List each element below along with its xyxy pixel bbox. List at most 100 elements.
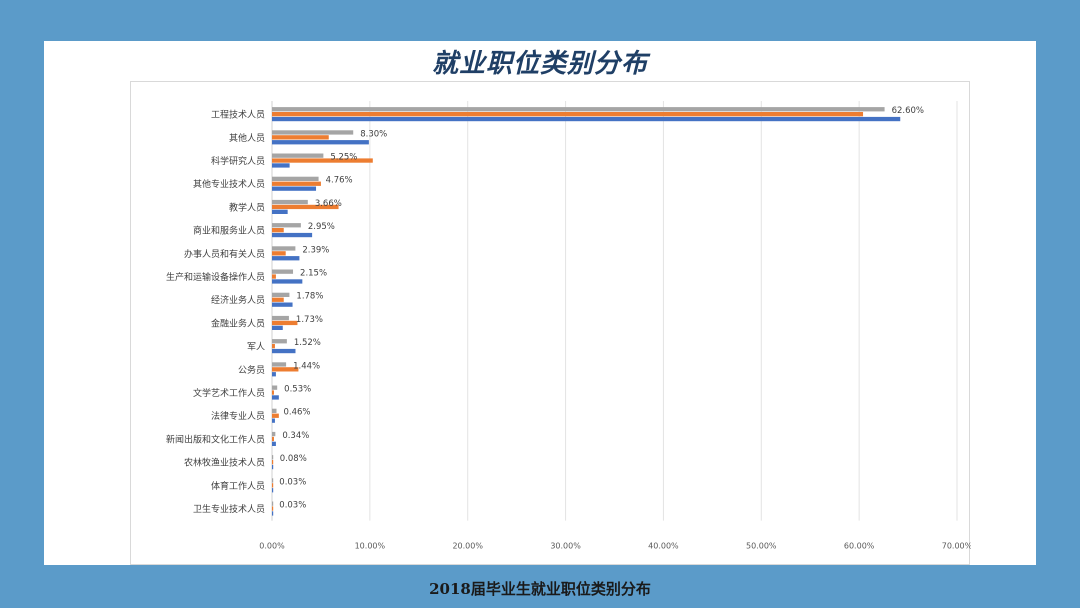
bar-graduate bbox=[272, 204, 339, 210]
x-tick-label: 50.00% bbox=[746, 542, 777, 551]
category-label: 工程技术人员 bbox=[211, 109, 265, 121]
category-label: 其他专业技术人员 bbox=[193, 178, 265, 190]
data-label: 0.46% bbox=[284, 408, 311, 418]
bar-undergraduate bbox=[272, 256, 300, 261]
bar-overall bbox=[272, 130, 354, 135]
bar-overall bbox=[272, 153, 324, 158]
category-label: 经济业务人员 bbox=[211, 294, 265, 306]
bar-overall bbox=[272, 455, 274, 460]
data-label: 0.08% bbox=[280, 454, 307, 464]
bar-graduate bbox=[272, 181, 321, 186]
bar-overall bbox=[272, 431, 276, 437]
bar-undergraduate bbox=[272, 209, 288, 214]
data-label: 5.25% bbox=[330, 153, 357, 163]
bar-overall bbox=[272, 362, 287, 367]
chart-frame: 0.00% 10.00% 20.00% 30.00% 40.00% 50.00% 60.00… bbox=[130, 81, 971, 565]
bar-graduate bbox=[272, 158, 373, 163]
bar-undergraduate bbox=[272, 140, 369, 145]
category-label: 卫生专业技术人员 bbox=[193, 503, 265, 515]
bar-graduate bbox=[272, 390, 274, 395]
bar-undergraduate bbox=[272, 163, 290, 168]
bar-graduate bbox=[272, 483, 274, 488]
data-label: 3.66% bbox=[315, 199, 342, 209]
bar-overall bbox=[272, 339, 287, 344]
category-label: 教学人员 bbox=[229, 201, 265, 213]
x-tick-label: 60.00% bbox=[844, 542, 875, 551]
chart-caption: 2018届毕业生就业职位类别分布 bbox=[429, 580, 651, 598]
bar-overall bbox=[272, 176, 319, 181]
category-label: 公务员 bbox=[238, 364, 265, 376]
category-label: 办事人员和有关人员 bbox=[184, 248, 265, 260]
bar-graduate bbox=[272, 413, 279, 418]
data-label: 1.52% bbox=[294, 338, 321, 348]
data-label: 0.03% bbox=[279, 501, 306, 511]
bar-undergraduate bbox=[272, 325, 283, 330]
bar-undergraduate bbox=[272, 395, 279, 400]
bar-undergraduate bbox=[272, 464, 274, 470]
bar-graduate bbox=[272, 367, 299, 372]
data-label: 8.30% bbox=[360, 129, 387, 139]
category-label: 生产和运输设备操作人员 bbox=[166, 271, 265, 283]
bar-graduate bbox=[272, 135, 329, 140]
data-label: 0.03% bbox=[279, 477, 306, 487]
bar-undergraduate bbox=[272, 511, 274, 516]
category-label: 商业和服务业人员 bbox=[193, 225, 265, 237]
category-label: 新闻出版和文化工作人员 bbox=[166, 433, 265, 445]
category-label: 法律专业人员 bbox=[211, 410, 265, 422]
data-label: 1.78% bbox=[296, 292, 323, 302]
category-label: 科学研究人员 bbox=[211, 155, 265, 167]
data-label: 4.76% bbox=[326, 176, 353, 186]
bar-undergraduate bbox=[272, 348, 296, 354]
category-label: 其他人员 bbox=[229, 132, 265, 144]
x-tick-label: 40.00% bbox=[648, 542, 679, 551]
bar-graduate bbox=[272, 436, 274, 442]
bar-undergraduate bbox=[272, 232, 313, 238]
bar-overall bbox=[272, 269, 294, 274]
bar-overall bbox=[272, 107, 885, 112]
bar-graduate bbox=[272, 460, 274, 465]
category-label: 体育工作人员 bbox=[211, 480, 265, 492]
slide-title: 就业职位类别分布 bbox=[431, 49, 648, 79]
bar-undergraduate bbox=[272, 302, 293, 307]
category-label: 农林牧渔业技术人员 bbox=[184, 457, 265, 469]
bar-overall bbox=[272, 292, 290, 297]
bar-undergraduate bbox=[272, 279, 303, 284]
x-tick-label: 70.00% bbox=[942, 542, 971, 551]
bar-overall bbox=[272, 199, 308, 205]
x-tick-label: 30.00% bbox=[550, 542, 581, 551]
bar-overall bbox=[272, 385, 278, 390]
bar-graduate bbox=[272, 320, 298, 326]
bar-graduate bbox=[272, 228, 284, 233]
x-tick-label: 10.00% bbox=[355, 542, 386, 551]
bar-overall bbox=[272, 223, 301, 228]
bar-undergraduate bbox=[272, 418, 275, 423]
category-label: 军人 bbox=[247, 342, 265, 353]
data-label: 0.34% bbox=[282, 431, 309, 441]
data-label: 2.39% bbox=[302, 245, 329, 255]
bar-undergraduate bbox=[272, 116, 901, 122]
bar-graduate bbox=[272, 506, 274, 511]
bar-graduate bbox=[272, 112, 864, 117]
data-label: 1.44% bbox=[293, 361, 320, 371]
bar-overall bbox=[272, 501, 274, 506]
data-label: 62.60% bbox=[892, 106, 924, 116]
category-label: 金融业务人员 bbox=[211, 317, 265, 329]
category-label: 文学艺术工作人员 bbox=[193, 387, 265, 399]
x-tick-label: 0.00% bbox=[259, 542, 285, 551]
bar-graduate bbox=[272, 344, 275, 349]
data-label: 2.95% bbox=[308, 222, 335, 232]
bar-undergraduate bbox=[272, 186, 317, 191]
data-label: 1.73% bbox=[296, 315, 323, 325]
x-tick-label: 20.00% bbox=[452, 542, 483, 551]
bar-graduate bbox=[272, 297, 284, 302]
bar-undergraduate bbox=[272, 372, 276, 377]
bar-overall bbox=[272, 408, 277, 413]
bar-overall bbox=[272, 315, 289, 321]
bar-graduate bbox=[272, 274, 276, 279]
bar-undergraduate bbox=[272, 441, 276, 446]
data-label: 0.53% bbox=[284, 385, 311, 395]
bar-overall bbox=[272, 478, 274, 483]
data-label: 2.15% bbox=[300, 269, 327, 279]
bar-graduate bbox=[272, 251, 286, 256]
bar-undergraduate bbox=[272, 488, 274, 493]
